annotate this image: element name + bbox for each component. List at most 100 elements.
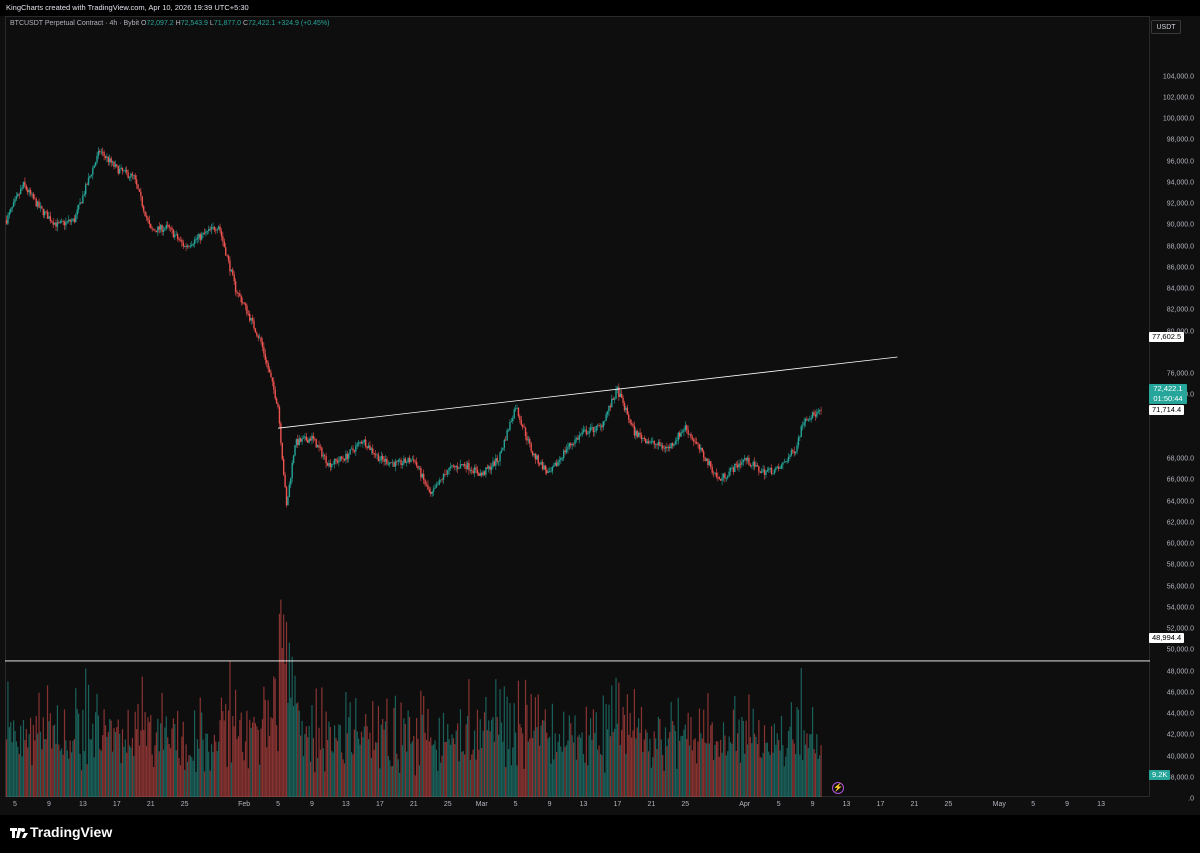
volume-bar <box>441 755 443 797</box>
candle-body <box>203 232 206 234</box>
volume-bar <box>144 712 146 797</box>
candle-body <box>790 450 793 456</box>
candle-body <box>649 442 651 444</box>
volume-bar <box>256 726 258 797</box>
candle-body <box>372 448 374 454</box>
volume-bar <box>820 745 822 797</box>
volume-bar <box>793 743 795 797</box>
candle-body <box>792 450 794 452</box>
volume-bar <box>541 719 544 797</box>
volume-bar <box>507 749 510 797</box>
time-tick-label: 9 <box>810 801 815 808</box>
volume-bar <box>729 742 732 797</box>
candle-body <box>760 471 763 473</box>
candle-body <box>21 187 23 190</box>
candle-body <box>15 196 18 200</box>
time-tick-label: May <box>992 801 1006 808</box>
volume-bar <box>257 729 259 797</box>
volume-bar <box>413 736 415 797</box>
volume-bar <box>136 729 138 797</box>
volume-bar <box>305 726 307 797</box>
candle-body <box>745 458 747 461</box>
candle-body <box>236 291 238 294</box>
trendline <box>277 356 898 429</box>
candle-body <box>753 461 756 467</box>
candle-body <box>155 230 158 233</box>
candle-body <box>752 461 754 466</box>
candle-body <box>48 216 50 219</box>
candle-body <box>288 484 291 498</box>
chart-area[interactable] <box>5 16 1150 797</box>
price-tick-label: 100,000.0 <box>1162 115 1194 123</box>
volume-bar <box>780 715 783 797</box>
chart-plot[interactable] <box>0 0 1150 815</box>
candle-body <box>773 469 776 474</box>
volume-bar <box>223 720 225 797</box>
volume-bar <box>261 719 264 797</box>
volume-bar <box>341 752 343 797</box>
candle-body <box>820 410 822 411</box>
candle-body <box>741 461 743 465</box>
candle-body <box>571 444 573 446</box>
candle-body <box>807 419 810 421</box>
change-value: +324.9 (+0.45%) <box>277 20 330 27</box>
volume-bar <box>86 764 88 797</box>
candle-body <box>430 491 432 494</box>
candle-body <box>8 212 11 216</box>
volume-bar <box>181 736 183 797</box>
candle-body <box>349 449 351 455</box>
volume-bar <box>416 717 418 797</box>
candle-body <box>367 445 370 449</box>
candle-body <box>324 455 326 456</box>
candle-body <box>295 439 298 446</box>
time-axis[interactable]: 5 9 13 17 21 25 Feb 5 9 13 17 21 25 Mar 5 9 13 17 21 25 Apr 5… <box>5 797 1150 815</box>
volume-bar <box>400 702 402 797</box>
candle-body <box>762 469 764 472</box>
volume-bar <box>278 613 281 797</box>
volume-bar <box>410 743 412 797</box>
candle-body <box>199 234 201 240</box>
volume-bar <box>580 737 582 797</box>
volume-bar <box>199 697 201 797</box>
volume-bar <box>655 738 657 797</box>
lightning-icon[interactable]: ⚡ <box>832 782 844 794</box>
candle-body <box>309 438 312 441</box>
volume-bar <box>336 740 339 797</box>
candle-body <box>94 162 97 166</box>
volume-bar <box>73 739 75 797</box>
candle-body <box>113 161 115 167</box>
candle-body <box>333 458 336 465</box>
candle-body <box>11 206 13 209</box>
candle-body <box>277 403 279 407</box>
volume-bar <box>56 705 59 797</box>
volume-bar <box>370 757 372 797</box>
volume-bar <box>558 734 561 797</box>
volume-bar <box>411 741 413 797</box>
volume-bar <box>29 717 32 797</box>
candle-body <box>729 468 732 472</box>
candle-body <box>636 430 638 438</box>
volume-bar <box>752 708 754 797</box>
volume-bar <box>408 717 411 797</box>
horizontal-line-tag: 48,994.4 <box>1149 633 1185 643</box>
volume-bar <box>399 772 401 797</box>
volume-bar <box>17 746 19 797</box>
volume-bar <box>660 739 662 797</box>
candle-body <box>447 470 449 475</box>
time-tick-label: 13 <box>579 801 588 808</box>
volume-bar <box>776 733 778 797</box>
candle-body <box>321 447 323 457</box>
open-value: 72,097.2 <box>146 20 174 27</box>
candle-body <box>384 458 387 462</box>
volume-bar <box>766 742 768 797</box>
candle-body <box>570 443 572 446</box>
volume-bar <box>332 752 334 797</box>
candle-body <box>152 229 155 231</box>
candle-body <box>394 461 397 467</box>
volume-bar <box>609 736 611 797</box>
candle-body <box>592 427 595 433</box>
volume-bar <box>666 746 668 797</box>
candle-body <box>561 458 563 459</box>
volume-bar <box>31 765 33 797</box>
currency-button[interactable]: USDT <box>1151 20 1181 34</box>
